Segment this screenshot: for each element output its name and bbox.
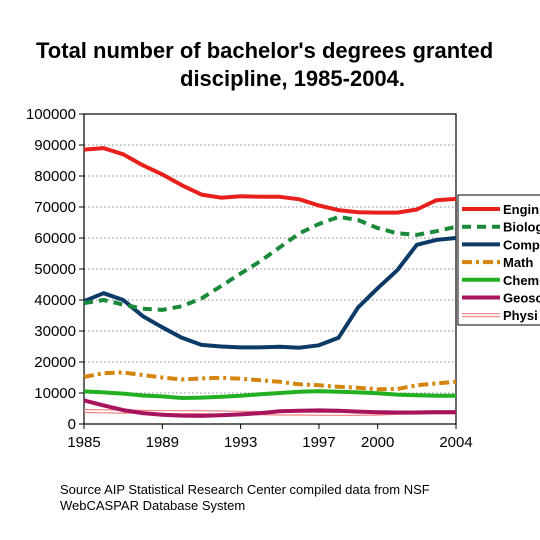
legend: Engin Biolog Comp Math Chem Geosc Physi: [457, 194, 540, 326]
x-tick-label-2000: 2000: [361, 434, 394, 451]
series-lines: [83, 146, 457, 418]
series-line-engin: [83, 146, 457, 215]
x-tick-label-1985: 1985: [67, 434, 100, 451]
y-tick-label-100000: 100000: [26, 106, 76, 123]
y-tick-label-10000: 10000: [34, 385, 76, 402]
chart-title-line-1: Total number of bachelor's degrees grant…: [36, 38, 494, 63]
x-tick-label-1997: 1997: [302, 434, 335, 451]
y-tick-label-0: 0: [68, 416, 76, 433]
series-line-comp: [83, 236, 457, 350]
series-line-math: [83, 370, 457, 392]
x-tick-label-1993: 1993: [224, 434, 257, 451]
x-axis-ticks: 1985 1989 1993 1997 2000 2004: [67, 424, 473, 451]
series-line-chem: [83, 389, 456, 400]
series-line-geosc: [83, 398, 456, 418]
y-tick-label-60000: 60000: [34, 230, 76, 247]
source-note-line-2: WebCASPAR Database System: [60, 498, 246, 513]
y-tick-label-40000: 40000: [34, 292, 76, 309]
x-tick-label-1989: 1989: [146, 434, 179, 451]
y-tick-label-90000: 90000: [34, 137, 76, 154]
legend-entry-comp: Comp: [462, 237, 540, 252]
x-tick-label-2004: 2004: [439, 434, 472, 451]
legend-entry-engin: Engin: [462, 202, 539, 217]
legend-label-geosc: Geosc: [503, 291, 540, 306]
legend-box: [457, 194, 540, 326]
y-tick-label-50000: 50000: [34, 261, 76, 278]
legend-label-biolog: Biolog: [503, 220, 540, 235]
legend-label-math: Math: [503, 255, 533, 270]
source-note: Source AIP Statistical Research Center c…: [60, 482, 530, 514]
legend-label-chem: Chem: [503, 273, 539, 288]
legend-label-physi: Physi: [503, 308, 538, 323]
legend-entry-chem: Chem: [462, 273, 539, 288]
y-tick-label-20000: 20000: [34, 354, 76, 371]
y-tick-label-80000: 80000: [34, 168, 76, 185]
legend-label-engin: Engin: [503, 202, 539, 217]
legend-label-comp: Comp: [503, 237, 540, 252]
line-chart: 0 10000 20000 30000 40000 50000 60000 70000 8000…: [26, 106, 540, 451]
legend-entry-biolog: Biolog: [462, 220, 540, 235]
y-tick-label-70000: 70000: [34, 199, 76, 216]
chart-title-line-2: discipline, 1985-2004.: [180, 66, 406, 91]
source-note-line-1: Source AIP Statistical Research Center c…: [60, 482, 430, 497]
y-axis-ticks: 0 10000 20000 30000 40000 50000 60000 70000 8000…: [26, 106, 84, 433]
chart-title: Total number of bachelor's degrees grant…: [0, 38, 540, 98]
legend-entry-math: Math: [462, 255, 533, 270]
series-line-biolog: [83, 214, 457, 312]
legend-entry-geosc: Geosc: [462, 291, 540, 306]
y-tick-label-30000: 30000: [34, 323, 76, 340]
legend-entry-physi: Physi: [462, 308, 538, 323]
